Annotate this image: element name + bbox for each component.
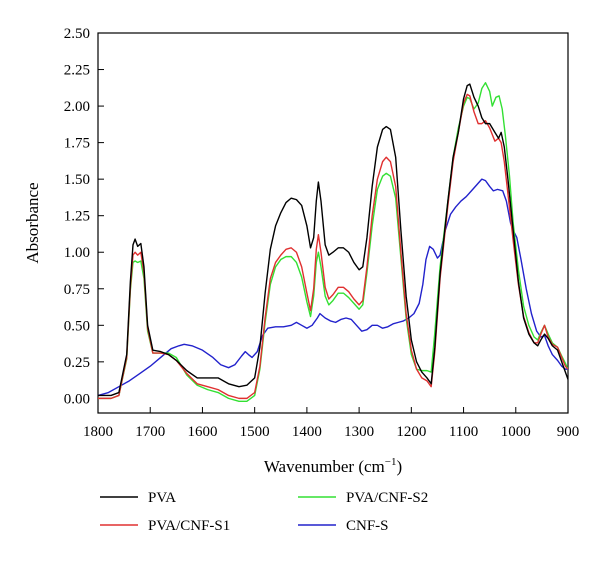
- y-axis-title: Absorbance: [23, 182, 42, 263]
- y-axis: 0.00 0.25 0.50 0.75 1.00 1.25 1.50 1.75 2.00 2.25…: [64, 26, 104, 407]
- legend-label-cnf-s: CNF-S: [346, 518, 389, 534]
- x-tick-label: 1700: [135, 424, 165, 440]
- x-tick-label: 1400: [292, 424, 322, 440]
- y-tick-label: 0.50: [64, 318, 90, 334]
- x-tick-label: 900: [557, 424, 580, 440]
- x-tick-label: 1000: [501, 424, 531, 440]
- x-axis-title-name: Wavenumber: [264, 457, 355, 476]
- x-tick-label: 1300: [344, 424, 374, 440]
- legend-label-pva-cnf-s2: PVA/CNF-S2: [346, 490, 428, 506]
- y-tick-label: 1.75: [64, 136, 90, 152]
- y-tick-label: 1.00: [64, 245, 90, 261]
- x-axis-title: Wavenumber (cm−1): [264, 456, 402, 476]
- y-tick-label: 1.50: [64, 172, 90, 188]
- x-tick-label: 1100: [449, 424, 478, 440]
- y-tick-label: 0.00: [64, 391, 90, 407]
- series-line-pva: [98, 83, 568, 397]
- legend: PVA PVA/CNF-S1 PVA/CNF-S2 CNF-S: [100, 490, 428, 534]
- x-tick-label: 1200: [396, 424, 426, 440]
- series-layer: [98, 81, 568, 403]
- y-tick-label: 0.75: [64, 282, 90, 298]
- legend-label-pva-cnf-s1: PVA/CNF-S1: [148, 518, 230, 534]
- legend-label-pva: PVA: [148, 490, 176, 506]
- series-line-cnf-s: [98, 178, 568, 397]
- y-tick-label: 0.25: [64, 355, 90, 371]
- y-tick-label: 1.25: [64, 209, 90, 225]
- series-line-pva-cnf-s2: [98, 81, 568, 403]
- x-axis-title-close: ): [396, 457, 402, 476]
- x-axis-title-unit: (cm: [358, 457, 384, 476]
- x-tick-label: 1500: [240, 424, 270, 440]
- series-line-pva-cnf-s1: [98, 93, 568, 400]
- x-tick-label: 1800: [83, 424, 113, 440]
- x-axis-title-sup: −1: [385, 456, 397, 468]
- x-axis: 1800 1700 1600 1500 1400 1300 1200 1100 1000 900: [83, 407, 579, 440]
- plot-frame: [97, 32, 569, 414]
- y-tick-label: 2.00: [64, 99, 90, 115]
- y-tick-label: 2.50: [64, 26, 90, 42]
- x-tick-label: 1600: [187, 424, 217, 440]
- y-tick-label: 2.25: [64, 63, 90, 79]
